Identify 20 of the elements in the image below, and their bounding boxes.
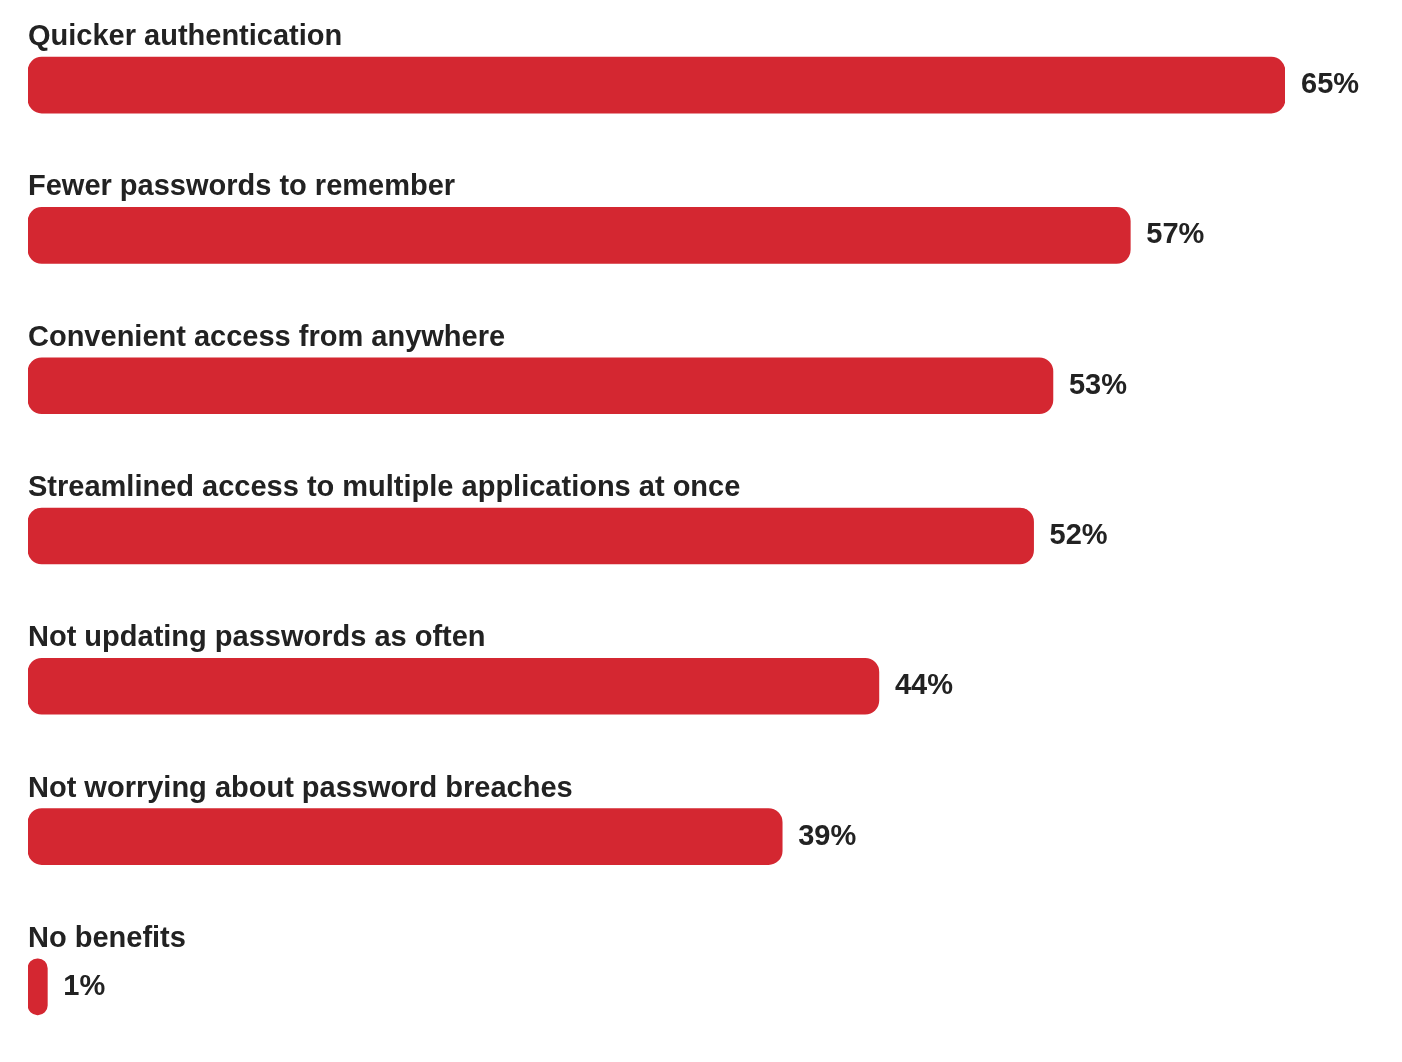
data-label: 52% [1049,518,1108,550]
y-tick-label: Streamlined access to multiple applications at once [28,470,741,502]
y-tick-label: No benefits [28,920,186,953]
bar [28,357,1054,415]
y-tick-label: Not updating passwords as often [28,620,486,653]
bar [28,56,1285,114]
bar [28,507,1034,565]
data-label: 57% [1146,217,1205,250]
y-tick-label: Fewer passwords to remember [28,169,456,202]
data-label: 65% [1301,67,1360,100]
bar [28,207,1131,264]
data-label: 44% [894,668,954,701]
data-label: 39% [798,818,857,851]
bar [28,808,783,865]
y-tick-label: Convenient access from anywhere [28,319,506,352]
bar [28,657,880,715]
y-tick-label: Quicker authentication [28,19,343,52]
data-label: 1% [63,968,106,1001]
y-tick-label: Not worrying about password breaches [28,770,573,803]
data-label: 53% [1068,367,1128,400]
